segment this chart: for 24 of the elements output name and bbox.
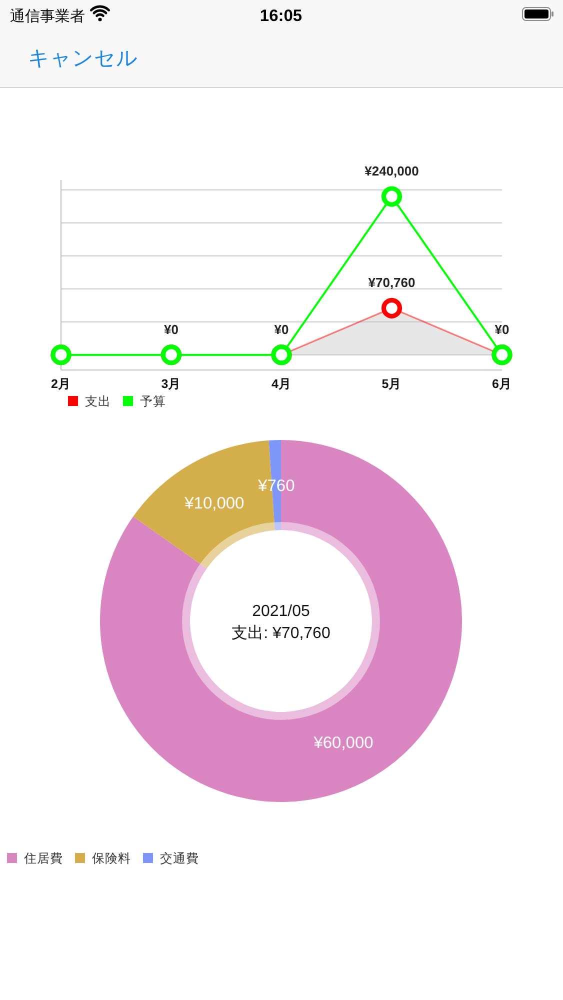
x-tick-label: 5月 [382, 377, 402, 391]
data-label: ¥240,000 [364, 163, 419, 178]
x-tick-label: 6月 [492, 377, 512, 391]
data-label: ¥0 [274, 322, 289, 337]
data-label: ¥70,760 [368, 275, 416, 290]
data-label: ¥60,000 [312, 734, 374, 752]
legend-label: 予算 [140, 394, 166, 408]
donut-slice [100, 440, 462, 802]
legend-label: 保険料 [92, 852, 131, 866]
legend-label: 交通費 [160, 850, 199, 866]
legend-label: 支出 [85, 394, 111, 408]
text: 支出: ¥70,760 [232, 624, 330, 642]
text: 通信事業者 [10, 8, 85, 25]
x-tick-label: 3月 [161, 377, 182, 391]
text: キャンセル [28, 47, 138, 70]
data-label: ¥10,000 [184, 494, 244, 512]
x-tick-label: 4月 [272, 377, 292, 391]
legend-label: 住居費 [23, 852, 63, 866]
text: 2021/05 [252, 603, 310, 620]
data-label: ¥760 [257, 477, 295, 496]
x-tick-label: 2月 [51, 377, 71, 391]
text: 16:05 [260, 7, 302, 25]
data-label: ¥0 [494, 322, 510, 337]
data-label: ¥0 [164, 322, 178, 337]
